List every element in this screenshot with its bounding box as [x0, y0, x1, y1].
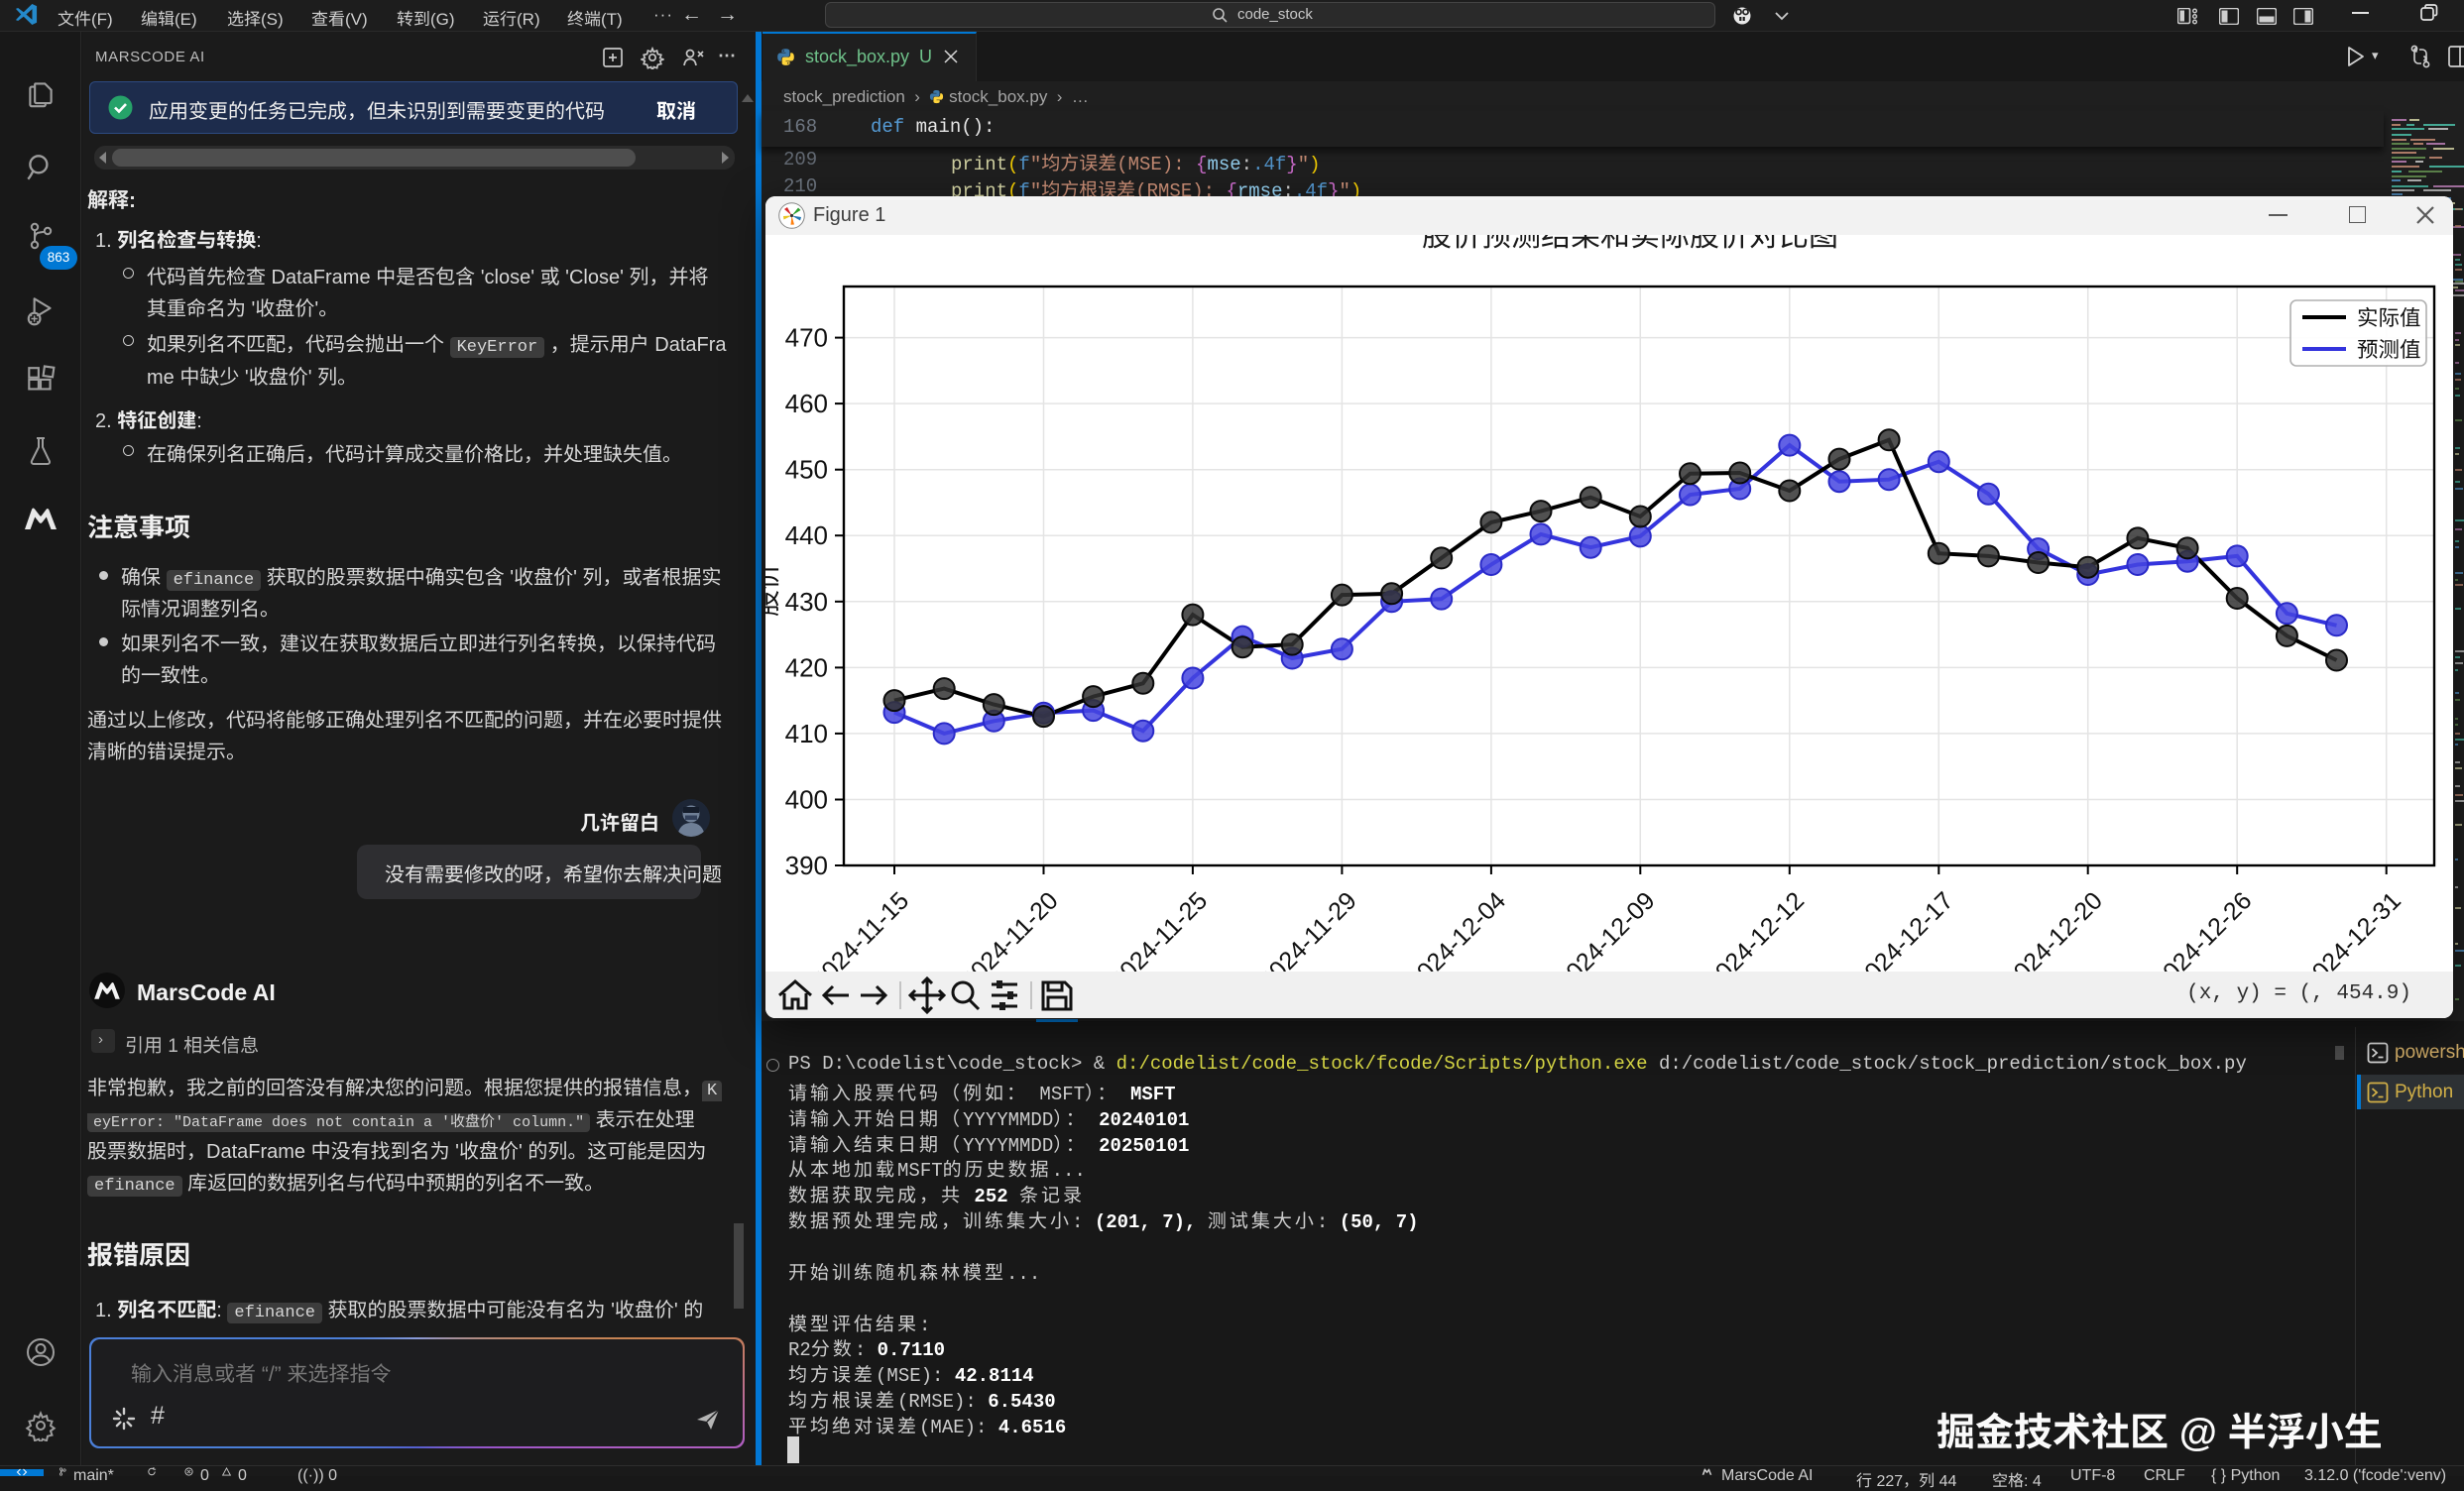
svg-text:410: 410 [785, 719, 828, 748]
svg-text:440: 440 [785, 520, 828, 550]
svg-text:460: 460 [785, 389, 828, 418]
svg-text:390: 390 [785, 851, 828, 880]
svg-text:实际值: 实际值 [2357, 306, 2421, 330]
svg-text:预测值: 预测值 [2357, 338, 2421, 362]
svg-text:430: 430 [785, 587, 828, 617]
svg-text:450: 450 [785, 455, 828, 485]
svg-text:470: 470 [785, 323, 828, 353]
svg-text:400: 400 [785, 785, 828, 815]
svg-text:420: 420 [785, 652, 828, 682]
svg-text:股价: 股价 [765, 563, 782, 617]
